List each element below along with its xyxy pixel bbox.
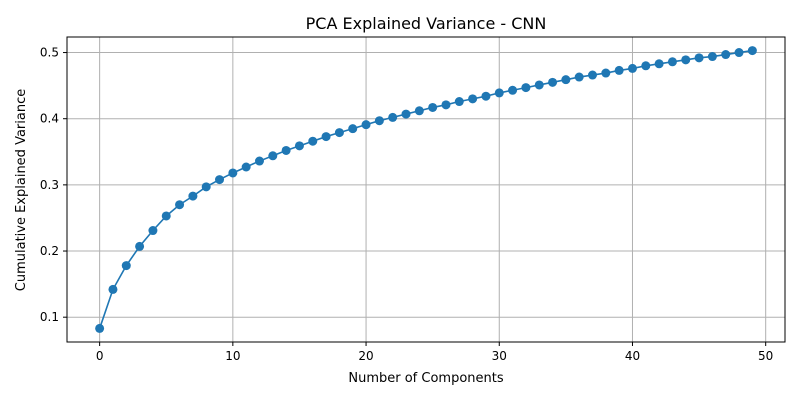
data-point bbox=[388, 112, 398, 122]
data-point bbox=[108, 284, 118, 294]
data-point bbox=[667, 57, 677, 67]
x-tick-label: 50 bbox=[758, 349, 773, 363]
data-point bbox=[175, 200, 185, 210]
data-point bbox=[614, 65, 624, 75]
data-point bbox=[241, 162, 251, 172]
series-line bbox=[95, 46, 757, 333]
data-point bbox=[574, 72, 584, 82]
y-tick-label: 0.1 bbox=[40, 310, 59, 324]
y-tick-label: 0.2 bbox=[40, 244, 59, 258]
x-tick-label: 40 bbox=[625, 349, 640, 363]
x-tick-label: 30 bbox=[492, 349, 507, 363]
x-tick-label: 20 bbox=[358, 349, 373, 363]
data-point bbox=[361, 120, 371, 130]
y-tick-label: 0.4 bbox=[40, 112, 59, 126]
chart-title: PCA Explained Variance - CNN bbox=[306, 14, 547, 33]
data-point bbox=[601, 68, 611, 78]
data-point bbox=[508, 85, 518, 95]
data-point bbox=[135, 241, 145, 251]
data-point bbox=[654, 59, 664, 69]
data-point bbox=[681, 55, 691, 65]
data-point bbox=[121, 261, 131, 271]
x-tick-label: 10 bbox=[225, 349, 240, 363]
x-axis-label: Number of Components bbox=[348, 371, 503, 386]
data-point bbox=[254, 156, 264, 166]
series-polyline bbox=[98, 49, 753, 329]
data-point bbox=[641, 61, 651, 71]
data-point bbox=[414, 106, 424, 116]
data-point bbox=[294, 141, 304, 151]
y-axis-label: Cumulative Explained Variance bbox=[14, 89, 29, 291]
data-point bbox=[548, 77, 558, 87]
data-point bbox=[321, 132, 331, 142]
data-point bbox=[721, 50, 731, 60]
data-point bbox=[588, 70, 598, 80]
data-point bbox=[95, 323, 105, 333]
y-tick-label: 0.5 bbox=[40, 46, 59, 60]
data-point bbox=[561, 75, 571, 85]
data-point bbox=[428, 102, 438, 112]
data-point bbox=[481, 91, 491, 101]
data-point bbox=[268, 151, 278, 161]
data-point bbox=[694, 53, 704, 63]
data-point bbox=[228, 168, 238, 178]
plot-frame bbox=[66, 36, 786, 343]
data-point bbox=[494, 88, 504, 98]
data-point bbox=[348, 124, 358, 134]
data-point bbox=[747, 46, 757, 56]
data-point bbox=[374, 116, 384, 126]
data-point bbox=[201, 182, 211, 192]
data-point bbox=[441, 100, 451, 110]
data-point bbox=[521, 83, 531, 93]
axis-ticks: 0 10 20 30 40 50 0.1 0.2 0.3 0.4 0.5 bbox=[40, 46, 773, 363]
y-tick-label: 0.3 bbox=[40, 178, 59, 192]
data-point bbox=[308, 136, 318, 146]
data-point bbox=[454, 97, 464, 107]
data-point bbox=[627, 63, 637, 73]
data-point bbox=[281, 145, 291, 155]
data-point bbox=[468, 94, 478, 104]
data-point bbox=[334, 128, 344, 138]
data-point bbox=[707, 52, 717, 62]
data-point bbox=[161, 211, 171, 221]
data-point bbox=[734, 48, 744, 58]
x-tick-label: 0 bbox=[96, 349, 104, 363]
data-point bbox=[148, 226, 158, 236]
grid-lines bbox=[67, 37, 785, 342]
data-point bbox=[534, 80, 544, 90]
data-point bbox=[188, 191, 198, 201]
data-point bbox=[215, 175, 225, 185]
data-point bbox=[401, 109, 411, 119]
